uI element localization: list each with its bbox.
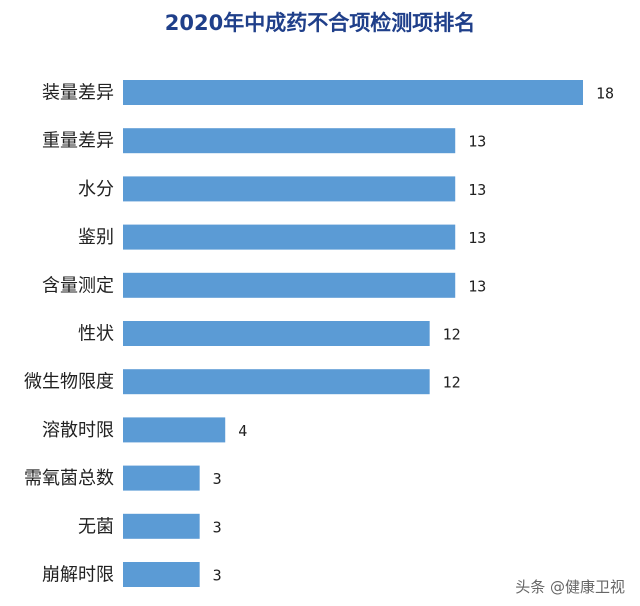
value-label: 13 bbox=[468, 181, 486, 199]
category-label: 重量差异 bbox=[42, 131, 114, 152]
category-label: 装量差异 bbox=[42, 83, 114, 104]
bar-1 bbox=[123, 128, 456, 154]
bar-2 bbox=[123, 176, 456, 202]
category-label: 含量测定 bbox=[42, 275, 114, 296]
category-label: 需氧菌总数 bbox=[24, 468, 114, 489]
bar-8 bbox=[123, 465, 200, 491]
bar-4 bbox=[123, 272, 456, 298]
category-label: 溶散时限 bbox=[42, 420, 114, 441]
bar-9 bbox=[123, 513, 200, 539]
category-label: 崩解时限 bbox=[42, 565, 114, 586]
value-label: 18 bbox=[596, 85, 614, 103]
value-label: 13 bbox=[468, 229, 486, 247]
value-label: 4 bbox=[238, 422, 247, 440]
bar-7 bbox=[123, 417, 226, 443]
value-label: 12 bbox=[443, 374, 461, 392]
value-label: 12 bbox=[443, 326, 461, 344]
bar-5 bbox=[123, 321, 430, 346]
category-label: 无菌 bbox=[78, 516, 114, 537]
bars-group: 装量差异 18 重量差异 13 水分 13 鉴别 13 含量测定 13 性状 12 微生物限度 12 溶散时… bbox=[24, 80, 614, 587]
value-label: 3 bbox=[213, 518, 222, 536]
category-label: 水分 bbox=[78, 179, 114, 200]
category-label: 微生物限度 bbox=[24, 372, 114, 393]
watermark-text: 头条 @健康卫视 bbox=[515, 578, 625, 596]
category-label: 鉴别 bbox=[78, 227, 114, 248]
category-label: 性状 bbox=[78, 324, 114, 345]
bar-3 bbox=[123, 224, 456, 250]
bar-6 bbox=[123, 369, 430, 395]
value-label: 3 bbox=[213, 567, 222, 585]
bar-10 bbox=[123, 562, 200, 587]
bar-0 bbox=[123, 80, 583, 105]
value-label: 13 bbox=[468, 133, 486, 151]
value-label: 13 bbox=[468, 277, 486, 295]
chart-title: 2020年中成药不合项检测项排名 bbox=[165, 11, 475, 35]
value-label: 3 bbox=[213, 470, 222, 488]
